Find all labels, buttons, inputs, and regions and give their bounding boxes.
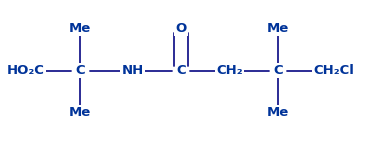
Text: NH: NH xyxy=(121,64,144,77)
Text: C: C xyxy=(75,64,85,77)
Text: O: O xyxy=(175,22,186,35)
Text: CH₂Cl: CH₂Cl xyxy=(313,64,354,77)
Text: C: C xyxy=(273,64,283,77)
Text: CH₂: CH₂ xyxy=(216,64,243,77)
Text: HO₂C: HO₂C xyxy=(7,64,45,77)
Text: Me: Me xyxy=(267,22,289,35)
Text: Me: Me xyxy=(69,22,91,35)
Text: Me: Me xyxy=(267,106,289,119)
Text: Me: Me xyxy=(69,106,91,119)
Text: C: C xyxy=(176,64,186,77)
